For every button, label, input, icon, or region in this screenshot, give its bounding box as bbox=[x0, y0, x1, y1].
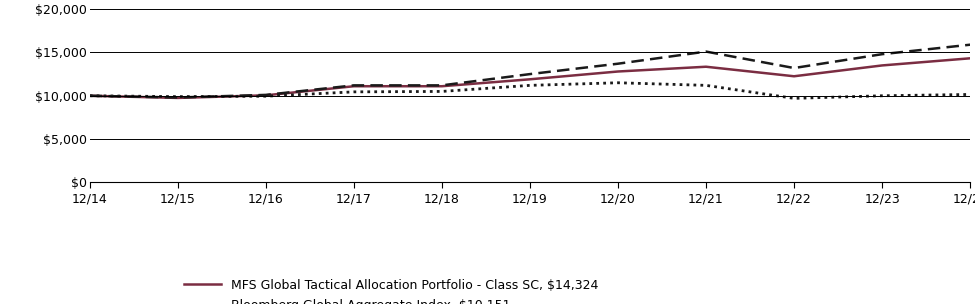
Legend: MFS Global Tactical Allocation Portfolio - Class SC, $14,324, Bloomberg Global A: MFS Global Tactical Allocation Portfolio… bbox=[184, 279, 599, 304]
MFS Global Tactical Allocation Blended Index, $15,893 bbox=[84, 94, 96, 98]
MFS Global Tactical Allocation Portfolio - Class SC, $14,324 bbox=[348, 85, 360, 88]
MFS Global Tactical Allocation Blended Index, $15,893 bbox=[436, 84, 448, 87]
MFS Global Tactical Allocation Blended Index, $15,893 bbox=[964, 43, 975, 47]
Bloomberg Global Aggregate Index, $10,151 bbox=[348, 90, 360, 94]
Bloomberg Global Aggregate Index, $10,151 bbox=[172, 95, 183, 98]
MFS Global Tactical Allocation Portfolio - Class SC, $14,324 bbox=[877, 64, 888, 67]
MFS Global Tactical Allocation Blended Index, $15,893 bbox=[612, 62, 624, 66]
MFS Global Tactical Allocation Portfolio - Class SC, $14,324 bbox=[788, 74, 800, 78]
MFS Global Tactical Allocation Portfolio - Class SC, $14,324 bbox=[172, 96, 183, 100]
Bloomberg Global Aggregate Index, $10,151 bbox=[788, 97, 800, 100]
MFS Global Tactical Allocation Blended Index, $15,893 bbox=[525, 72, 536, 76]
Bloomberg Global Aggregate Index, $10,151 bbox=[84, 94, 96, 98]
Bloomberg Global Aggregate Index, $10,151 bbox=[612, 81, 624, 85]
MFS Global Tactical Allocation Portfolio - Class SC, $14,324 bbox=[612, 70, 624, 73]
MFS Global Tactical Allocation Blended Index, $15,893 bbox=[877, 52, 888, 56]
MFS Global Tactical Allocation Portfolio - Class SC, $14,324 bbox=[260, 94, 272, 97]
MFS Global Tactical Allocation Blended Index, $15,893 bbox=[348, 84, 360, 87]
MFS Global Tactical Allocation Blended Index, $15,893 bbox=[260, 93, 272, 97]
Bloomberg Global Aggregate Index, $10,151 bbox=[260, 94, 272, 98]
MFS Global Tactical Allocation Portfolio - Class SC, $14,324 bbox=[700, 65, 712, 69]
Bloomberg Global Aggregate Index, $10,151 bbox=[436, 90, 448, 93]
Line: Bloomberg Global Aggregate Index, $10,151: Bloomberg Global Aggregate Index, $10,15… bbox=[90, 83, 970, 98]
MFS Global Tactical Allocation Portfolio - Class SC, $14,324 bbox=[964, 57, 975, 60]
Bloomberg Global Aggregate Index, $10,151 bbox=[525, 84, 536, 87]
MFS Global Tactical Allocation Blended Index, $15,893 bbox=[172, 96, 183, 99]
Line: MFS Global Tactical Allocation Blended Index, $15,893: MFS Global Tactical Allocation Blended I… bbox=[90, 45, 970, 98]
Bloomberg Global Aggregate Index, $10,151 bbox=[877, 94, 888, 98]
Line: MFS Global Tactical Allocation Portfolio - Class SC, $14,324: MFS Global Tactical Allocation Portfolio… bbox=[90, 58, 970, 98]
MFS Global Tactical Allocation Portfolio - Class SC, $14,324 bbox=[84, 94, 96, 98]
Bloomberg Global Aggregate Index, $10,151 bbox=[964, 93, 975, 96]
MFS Global Tactical Allocation Blended Index, $15,893 bbox=[788, 66, 800, 70]
MFS Global Tactical Allocation Portfolio - Class SC, $14,324 bbox=[525, 78, 536, 81]
MFS Global Tactical Allocation Blended Index, $15,893 bbox=[700, 50, 712, 54]
Bloomberg Global Aggregate Index, $10,151 bbox=[700, 84, 712, 87]
MFS Global Tactical Allocation Portfolio - Class SC, $14,324 bbox=[436, 85, 448, 88]
